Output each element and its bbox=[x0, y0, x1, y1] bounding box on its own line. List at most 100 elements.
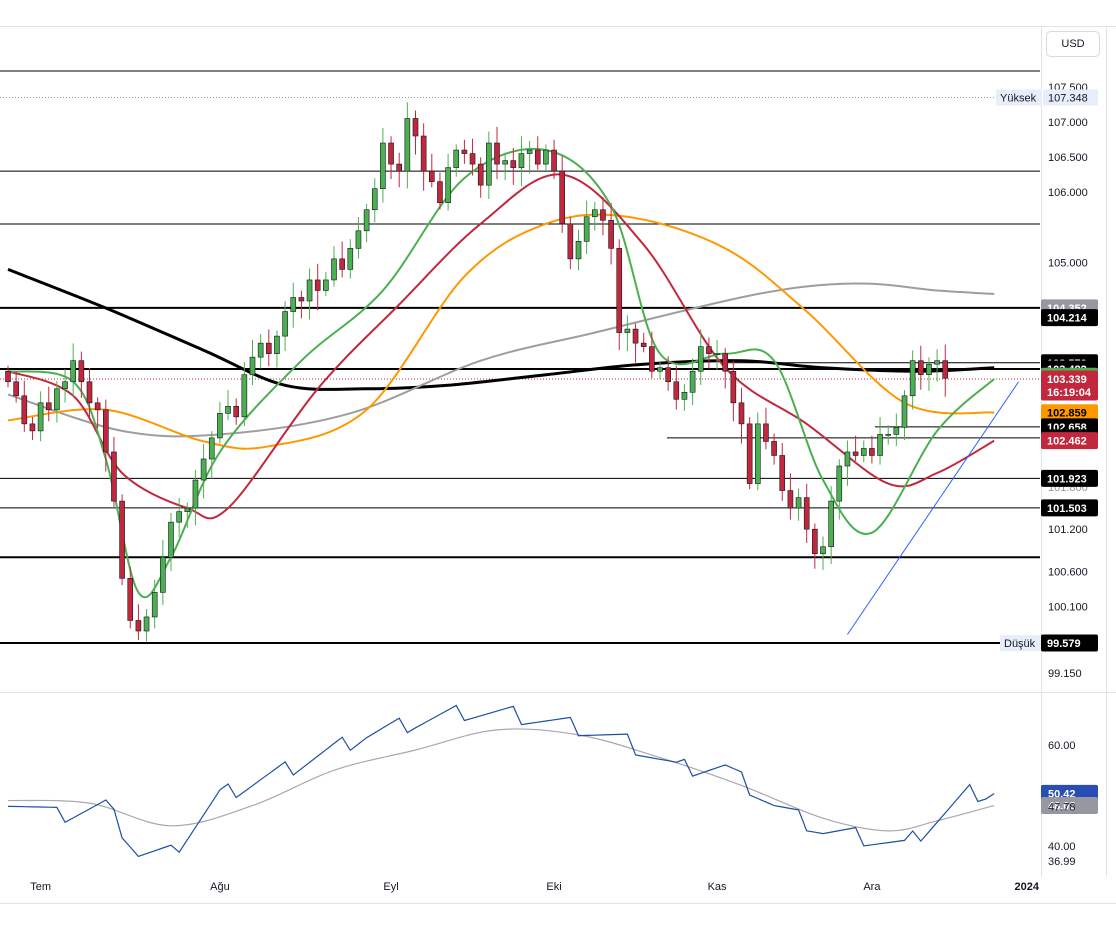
candle-body bbox=[298, 297, 305, 302]
candle-body bbox=[608, 219, 614, 249]
candle-body bbox=[388, 142, 394, 165]
candle-body bbox=[795, 497, 802, 509]
candle-body bbox=[657, 367, 663, 372]
candle-body bbox=[534, 149, 541, 165]
candle-body bbox=[502, 160, 508, 165]
price-tick-label: 105.000 bbox=[1048, 257, 1088, 269]
moving-average-3 bbox=[7, 213, 995, 450]
candle-body bbox=[681, 391, 688, 400]
price-tag-label: 101.923 bbox=[1047, 473, 1087, 485]
currency-button[interactable]: USD bbox=[1046, 31, 1100, 57]
candle-body bbox=[208, 437, 215, 460]
candle-body bbox=[428, 170, 435, 182]
candle-body bbox=[5, 370, 11, 383]
candle-body bbox=[339, 258, 345, 270]
high-value: 107.348 bbox=[1048, 93, 1088, 105]
candle-body bbox=[282, 311, 288, 337]
candle-body bbox=[869, 448, 875, 456]
candle-body bbox=[575, 241, 582, 260]
time-axis-label: Kas bbox=[708, 881, 727, 893]
oscillator-tick-label: 40.00 bbox=[1048, 841, 1076, 853]
price-tag-label: 102.462 bbox=[1047, 436, 1087, 448]
candle-body bbox=[249, 356, 256, 376]
price-tag bbox=[1041, 309, 1098, 327]
candle-body bbox=[917, 360, 924, 376]
candle-body bbox=[233, 406, 239, 418]
price-tick-label: 100.100 bbox=[1048, 601, 1088, 613]
candle-body bbox=[151, 592, 158, 618]
candle-body bbox=[600, 209, 606, 221]
candle-body bbox=[583, 216, 590, 242]
candle-body bbox=[746, 423, 753, 484]
price-tag-label: 104.214 bbox=[1047, 313, 1088, 325]
price-axis-border bbox=[1041, 26, 1042, 877]
moving-average-1 bbox=[7, 268, 995, 391]
oscillator-signal-line bbox=[7, 728, 995, 832]
price-tag bbox=[1041, 370, 1098, 401]
candle-body bbox=[437, 181, 443, 204]
candle-body bbox=[143, 616, 150, 632]
candle-body bbox=[673, 381, 680, 400]
candle-body bbox=[486, 142, 492, 186]
price-tag bbox=[1041, 469, 1098, 487]
candle-body bbox=[119, 500, 125, 579]
candle-body bbox=[510, 160, 517, 168]
price-tag-label: 99.579 bbox=[1047, 638, 1081, 650]
candle-body bbox=[779, 455, 786, 491]
top-border bbox=[0, 26, 1116, 27]
candle-body bbox=[306, 279, 313, 302]
time-axis-label: Eki bbox=[546, 881, 561, 893]
candle-body bbox=[396, 163, 403, 172]
candle-body bbox=[885, 434, 892, 436]
oscillator-tag-label: 48.02 bbox=[1048, 800, 1076, 812]
oscillator-main-line bbox=[7, 704, 995, 858]
candle-body bbox=[665, 367, 671, 383]
candle-body bbox=[62, 381, 68, 390]
candle-body bbox=[331, 258, 337, 281]
candle-body bbox=[706, 346, 712, 354]
bottom-border bbox=[0, 903, 1116, 904]
candle-body bbox=[29, 423, 36, 432]
price-tag bbox=[1041, 432, 1098, 450]
candle-body bbox=[380, 142, 386, 189]
trendline bbox=[847, 381, 1020, 635]
price-tick-label: 107.000 bbox=[1048, 117, 1088, 129]
candle-body bbox=[103, 409, 109, 453]
candle-body bbox=[649, 346, 655, 372]
candle-body bbox=[21, 395, 28, 425]
candle-body bbox=[836, 465, 843, 502]
candle-body bbox=[828, 500, 834, 548]
candle-body bbox=[37, 402, 44, 432]
moving-average-2 bbox=[7, 282, 995, 438]
candle-body bbox=[469, 153, 476, 165]
candle-body bbox=[632, 328, 639, 344]
candle-body bbox=[445, 167, 451, 204]
low-label-bg bbox=[1000, 635, 1042, 652]
candle-body bbox=[241, 374, 248, 418]
candle-body bbox=[771, 441, 777, 456]
candle-body bbox=[184, 507, 191, 512]
candle-body bbox=[559, 170, 566, 225]
candle-body bbox=[176, 511, 182, 523]
candle-body bbox=[624, 328, 631, 333]
candle-body bbox=[355, 230, 362, 249]
high-value-bg bbox=[1043, 89, 1098, 106]
candle-body bbox=[787, 490, 794, 509]
oscillator-tick-label: 60.00 bbox=[1048, 740, 1076, 752]
candle-body bbox=[640, 342, 647, 347]
price-tick-label: 106.000 bbox=[1048, 187, 1088, 199]
candle-body bbox=[820, 546, 826, 555]
candle-body bbox=[217, 413, 223, 439]
right-border bbox=[1106, 26, 1107, 877]
candle-body bbox=[722, 353, 729, 372]
candle-body bbox=[94, 402, 101, 411]
candle-body bbox=[265, 342, 272, 354]
candle-body bbox=[192, 479, 199, 509]
candle-body bbox=[371, 188, 378, 211]
candle-body bbox=[168, 521, 174, 558]
candle-body bbox=[697, 346, 704, 372]
candle-body bbox=[616, 248, 623, 333]
candle-body bbox=[730, 370, 737, 404]
